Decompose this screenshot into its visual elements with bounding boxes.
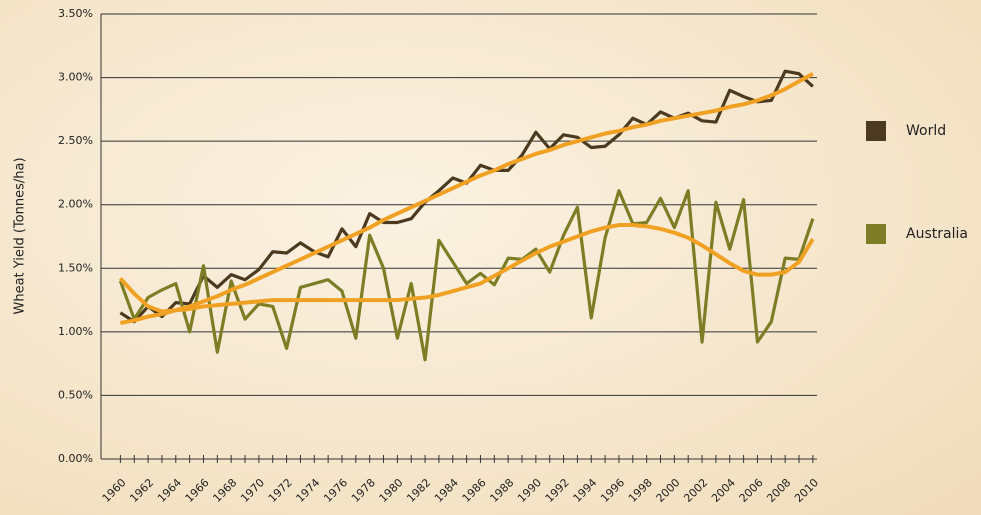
- x-tick-label: 1992: [543, 476, 572, 505]
- trend-line: [120, 72, 814, 325]
- x-tick-label: 1978: [349, 476, 378, 505]
- legend-swatch: [866, 121, 886, 141]
- x-tick-label: 2006: [737, 476, 766, 505]
- x-tick-label: 1974: [294, 476, 323, 505]
- y-axis-label: Wheat Yield (Tonnes/ha): [13, 157, 28, 314]
- x-tick-label: 2004: [709, 476, 738, 505]
- x-tick-label: 1962: [127, 476, 156, 505]
- y-tick-label: 1.50%: [58, 261, 93, 274]
- x-tick-label: 1984: [432, 476, 461, 505]
- x-tick-label: 1994: [571, 476, 600, 505]
- series-line: [118, 189, 815, 362]
- y-tick-label: 2.00%: [58, 198, 93, 211]
- x-tick-label: 1998: [626, 476, 655, 505]
- x-tick-label: 2002: [681, 476, 710, 505]
- x-tick-label: 2000: [654, 476, 683, 505]
- x-tick-label: 1966: [183, 476, 212, 505]
- x-tick-label: 1980: [377, 476, 406, 505]
- x-tick-label: 1988: [487, 476, 516, 505]
- legend-label: Australia: [906, 226, 968, 242]
- x-tick-label: 1990: [515, 476, 544, 505]
- x-tick-label: 1996: [598, 476, 627, 505]
- x-tick-label: 1970: [238, 476, 267, 505]
- legend-swatch: [866, 224, 886, 244]
- x-tick-label: 1960: [100, 476, 129, 505]
- x-tick-label: 2008: [764, 476, 793, 505]
- y-tick-label: 0.00%: [58, 452, 93, 465]
- y-tick-label: 3.50%: [58, 7, 93, 20]
- legend-label: World: [906, 123, 946, 139]
- y-tick-label: 2.50%: [58, 134, 93, 147]
- x-tick-label: 1982: [404, 476, 433, 505]
- x-tick-label: 1968: [210, 476, 239, 505]
- x-tick-label: 1964: [155, 476, 184, 505]
- y-tick-label: 1.00%: [58, 325, 93, 338]
- y-tick-label: 0.50%: [58, 388, 93, 401]
- trend-line: [118, 223, 815, 314]
- x-tick-label: 1972: [266, 476, 295, 505]
- y-tick-label: 3.00%: [58, 71, 93, 84]
- x-tick-label: 1976: [321, 476, 350, 505]
- x-tick-label: 1986: [460, 476, 489, 505]
- x-tick-label: 2010: [792, 476, 821, 505]
